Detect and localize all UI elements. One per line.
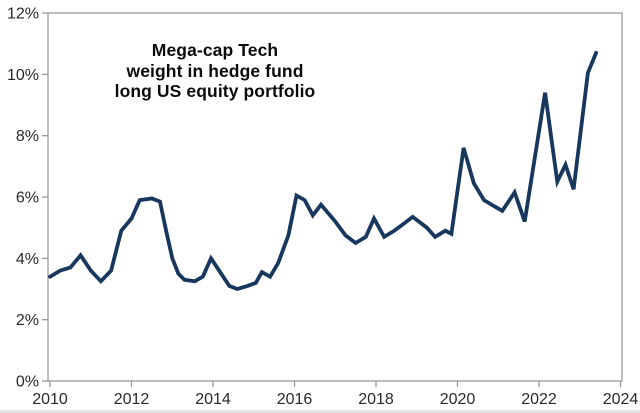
x-axis-tick-label: 2024 [603, 391, 639, 408]
x-axis-tick-label: 2020 [440, 391, 476, 408]
x-axis-tick-label: 2022 [521, 391, 557, 408]
x-axis-tick-label: 2010 [32, 391, 68, 408]
x-axis-tick-label: 2014 [195, 391, 231, 408]
chart-title-line-2: weight in hedge fund [126, 60, 304, 81]
y-axis-tick-label: 12% [7, 6, 39, 23]
x-axis-tick-label: 2018 [358, 391, 394, 408]
chart-title: Mega-cap Tech weight in hedge fund long … [65, 40, 365, 102]
y-axis-tick-label: 2% [16, 312, 39, 329]
bottom-edge-artifact [0, 410, 640, 413]
y-axis-tick-label: 10% [7, 67, 39, 84]
y-axis-tick-label: 6% [16, 190, 39, 207]
data-line [48, 51, 598, 292]
plot-border [47, 12, 623, 382]
x-axis-tick-label: 2012 [114, 391, 150, 408]
chart-title-line-1: Mega-cap Tech [151, 40, 279, 60]
y-axis-tick-label: 0% [16, 374, 39, 391]
y-axis-tick-label: 8% [16, 128, 39, 145]
x-axis-tick-label: 2016 [277, 391, 313, 408]
chart-title-line-3: long US equity portfolio [114, 81, 316, 101]
y-axis-tick-label: 4% [16, 251, 39, 268]
